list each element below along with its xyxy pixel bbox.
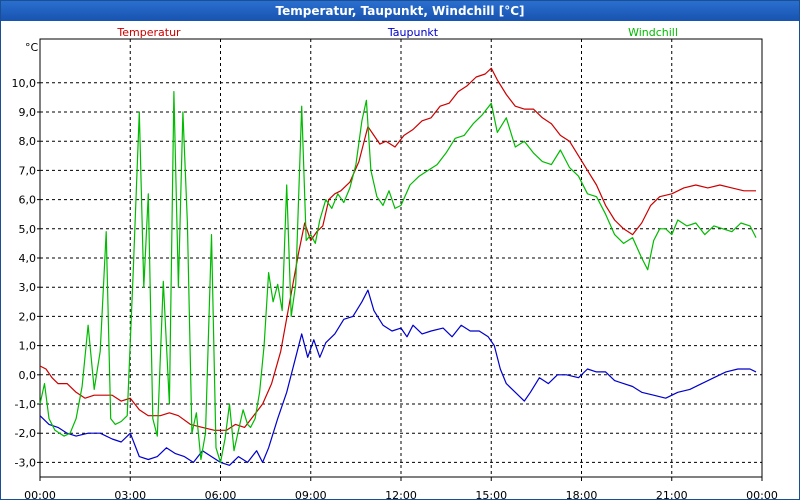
x-tick-time: 00:00 bbox=[24, 489, 56, 499]
chart-canvas: 10,0 9,0 8,0 7,0 6,0 5,0 4,0 3,0 2,0 1,0 0,0 -1,0 -2… bbox=[12, 26, 778, 499]
y-tick-label: 7,0 bbox=[19, 164, 37, 177]
x-tick-time: 18:00 bbox=[566, 489, 598, 499]
x-tick-time: 12:00 bbox=[385, 489, 417, 499]
y-tick-label: -2,0 bbox=[15, 427, 36, 440]
series-line-taupunkt bbox=[39, 289, 757, 466]
y-tick-label: 9,0 bbox=[19, 106, 37, 119]
series-line-windchill bbox=[39, 91, 757, 463]
legend-taupunkt: Taupunkt bbox=[387, 26, 439, 39]
x-tick-time: 21:00 bbox=[656, 489, 688, 499]
window-title: Temperatur, Taupunkt, Windchill [°C] bbox=[1, 1, 799, 21]
x-axis-ticks: 00:0009.03.1203:0009.03.1206:0009.03.120… bbox=[24, 477, 778, 499]
legend-temperatur: Temperatur bbox=[116, 26, 181, 39]
x-tick-time: 03:00 bbox=[114, 489, 146, 499]
y-tick-label: 5,0 bbox=[19, 223, 37, 236]
y-tick-label: 3,0 bbox=[19, 281, 37, 294]
y-tick-label: -3,0 bbox=[15, 456, 36, 469]
x-tick-time: 09:00 bbox=[295, 489, 327, 499]
y-tick-label: 4,0 bbox=[19, 252, 37, 265]
y-axis-ticks: 10,0 9,0 8,0 7,0 6,0 5,0 4,0 3,0 2,0 1,0 0,0 -1,0 -2… bbox=[12, 77, 40, 469]
y-tick-label: 10,0 bbox=[12, 77, 37, 90]
x-tick-time: 00:00 bbox=[746, 489, 778, 499]
y-axis-label: °C bbox=[25, 41, 39, 54]
x-tick-time: 15:00 bbox=[475, 489, 507, 499]
y-tick-label: -1,0 bbox=[15, 398, 36, 411]
y-tick-label: 0,0 bbox=[19, 369, 37, 382]
series-lines bbox=[39, 67, 757, 466]
y-tick-label: 8,0 bbox=[19, 135, 37, 148]
y-tick-label: 6,0 bbox=[19, 194, 37, 207]
y-tick-label: 2,0 bbox=[19, 310, 37, 323]
y-tick-label: 1,0 bbox=[19, 340, 37, 353]
legend-windchill: Windchill bbox=[628, 26, 678, 39]
legend: Temperatur Taupunkt Windchill bbox=[116, 26, 678, 39]
x-tick-time: 06:00 bbox=[205, 489, 237, 499]
